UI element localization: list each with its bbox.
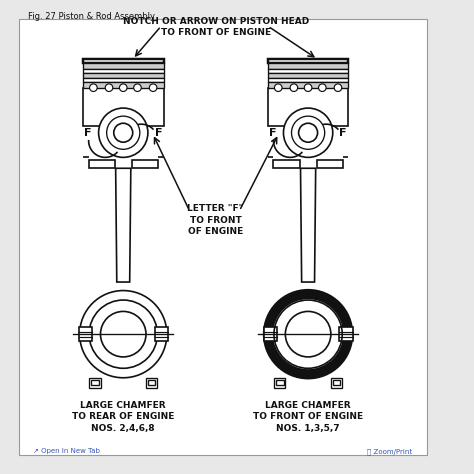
Bar bbox=[273, 160, 300, 168]
Circle shape bbox=[264, 291, 352, 378]
Text: F: F bbox=[155, 128, 162, 138]
Circle shape bbox=[274, 300, 342, 368]
Bar bbox=[268, 59, 348, 63]
Bar bbox=[89, 160, 115, 168]
Bar bbox=[89, 378, 100, 388]
Text: 🔍 Zoom/Print: 🔍 Zoom/Print bbox=[367, 448, 412, 455]
Bar bbox=[268, 69, 348, 73]
Text: LARGE CHAMFER
TO FRONT OF ENGINE
NOS. 1,3,5,7: LARGE CHAMFER TO FRONT OF ENGINE NOS. 1,… bbox=[253, 401, 363, 433]
Circle shape bbox=[99, 108, 148, 157]
Text: NOTCH OR ARROW ON PISTON HEAD
TO FRONT OF ENGINE: NOTCH OR ARROW ON PISTON HEAD TO FRONT O… bbox=[123, 17, 309, 37]
Polygon shape bbox=[301, 168, 316, 282]
Bar bbox=[146, 378, 157, 388]
Bar bbox=[83, 88, 164, 126]
Bar bbox=[274, 378, 285, 388]
Bar bbox=[83, 63, 164, 69]
Bar bbox=[83, 69, 164, 73]
Circle shape bbox=[319, 84, 326, 91]
Circle shape bbox=[107, 116, 140, 149]
Bar bbox=[83, 78, 164, 82]
Bar bbox=[83, 82, 164, 88]
Circle shape bbox=[90, 84, 97, 91]
Circle shape bbox=[89, 300, 157, 368]
Text: ↗ Open In New Tab: ↗ Open In New Tab bbox=[33, 448, 100, 454]
Bar bbox=[317, 160, 343, 168]
Polygon shape bbox=[116, 168, 131, 282]
Bar bbox=[83, 73, 164, 78]
Circle shape bbox=[105, 84, 113, 91]
Circle shape bbox=[292, 116, 325, 149]
Bar bbox=[268, 88, 348, 126]
Circle shape bbox=[119, 84, 127, 91]
Bar bbox=[333, 380, 340, 385]
Circle shape bbox=[274, 84, 282, 91]
Bar bbox=[268, 82, 348, 88]
Bar bbox=[148, 380, 155, 385]
Bar bbox=[268, 78, 348, 82]
Bar bbox=[79, 327, 92, 341]
Bar bbox=[91, 380, 99, 385]
Text: Fig. 27 Piston & Rod Assembly: Fig. 27 Piston & Rod Assembly bbox=[28, 12, 155, 21]
Circle shape bbox=[134, 84, 141, 91]
Circle shape bbox=[285, 311, 331, 357]
Text: LARGE CHAMFER
TO REAR OF ENGINE
NOS. 2,4,6,8: LARGE CHAMFER TO REAR OF ENGINE NOS. 2,4… bbox=[72, 401, 174, 433]
Bar bbox=[132, 160, 158, 168]
Text: F: F bbox=[269, 128, 277, 138]
Circle shape bbox=[100, 311, 146, 357]
Text: LETTER "F"
TO FRONT
OF ENGINE: LETTER "F" TO FRONT OF ENGINE bbox=[188, 204, 244, 237]
Bar bbox=[268, 73, 348, 78]
Bar bbox=[155, 327, 168, 341]
Circle shape bbox=[283, 108, 333, 157]
Text: F: F bbox=[339, 128, 347, 138]
Bar bbox=[268, 63, 348, 69]
Text: F: F bbox=[84, 128, 92, 138]
Circle shape bbox=[149, 84, 157, 91]
Bar bbox=[19, 19, 427, 455]
Circle shape bbox=[334, 84, 342, 91]
Circle shape bbox=[304, 84, 312, 91]
Circle shape bbox=[80, 291, 167, 378]
Circle shape bbox=[290, 84, 298, 91]
Circle shape bbox=[299, 123, 318, 142]
Bar bbox=[331, 378, 342, 388]
Bar bbox=[264, 327, 277, 341]
Bar bbox=[276, 380, 283, 385]
Circle shape bbox=[114, 123, 133, 142]
Bar bbox=[339, 327, 353, 341]
Bar bbox=[83, 59, 164, 63]
